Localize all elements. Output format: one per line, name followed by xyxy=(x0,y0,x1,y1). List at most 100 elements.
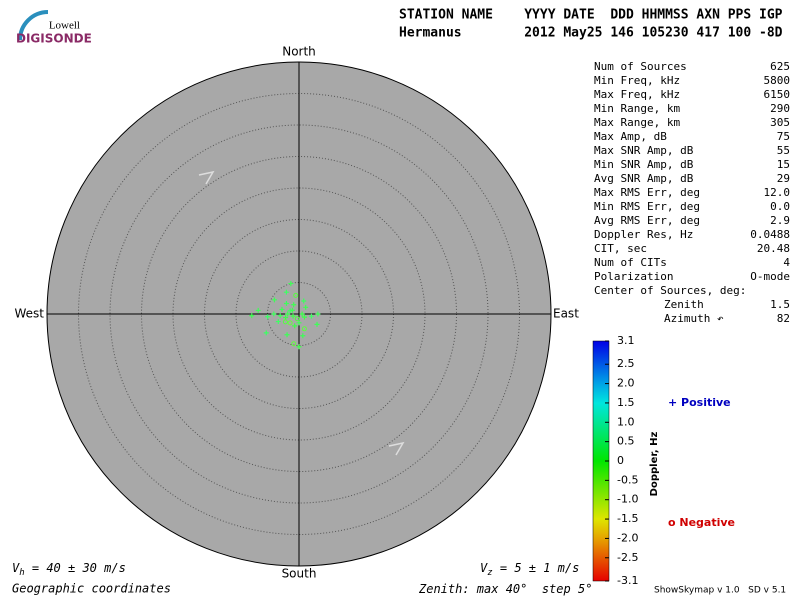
stat-value: 29 xyxy=(777,172,790,185)
source-point xyxy=(315,311,321,317)
stat-label: Polarization xyxy=(594,270,673,283)
stat-value: 75 xyxy=(777,130,790,143)
logo-top: Lowell xyxy=(49,20,80,32)
stat-label: Max RMS Err, deg xyxy=(594,186,700,199)
source-point xyxy=(277,313,283,319)
source-point xyxy=(294,316,300,322)
east-label: East xyxy=(553,307,579,321)
source-point xyxy=(296,344,302,350)
colorbar-tick-label: 1.5 xyxy=(617,396,635,409)
legend-positive: + Positive xyxy=(668,396,731,409)
stat-value: 55 xyxy=(777,144,790,157)
stat-label: Doppler Res, Hz xyxy=(594,228,693,241)
header-columns: STATION NAME YYYY DATE DDD HHMMSS AXN PP… xyxy=(399,8,783,23)
source-point xyxy=(263,330,269,336)
version-text: ShowSkymap v 1.0 SD v 5.1 xyxy=(654,586,786,596)
arrow-mark xyxy=(388,441,405,456)
stat-value: 4 xyxy=(783,256,790,269)
zenith-text: Zenith: max 40° step 5° xyxy=(418,582,592,596)
north-label: North xyxy=(282,45,316,59)
source-point xyxy=(275,319,281,325)
coords-text: Geographic coordinates xyxy=(12,582,171,596)
stat-label: Min SNR Amp, dB xyxy=(594,158,694,171)
source-point xyxy=(296,320,302,326)
stat-value: 82 xyxy=(777,312,790,325)
source-point xyxy=(299,311,305,317)
stat-value: 20.48 xyxy=(757,242,790,255)
colorbar-label: Doppler, Hz xyxy=(649,432,660,497)
source-point xyxy=(271,311,277,317)
colorbar-tick-label: -1.0 xyxy=(617,493,638,506)
source-point xyxy=(265,314,271,320)
source-point xyxy=(301,326,307,332)
legend-negative: o Negative xyxy=(668,516,735,529)
stat-value: 625 xyxy=(770,60,790,73)
source-point xyxy=(283,300,289,306)
colorbar-tick-label: -0.5 xyxy=(617,473,638,486)
stat-label: Avg RMS Err, deg xyxy=(594,214,700,227)
colorbar-tick-label: 0 xyxy=(617,454,624,467)
source-point xyxy=(285,311,291,317)
stat-value: 305 xyxy=(770,116,790,129)
stat-label: Max SNR Amp, dB xyxy=(594,144,694,157)
stat-label: Min RMS Err, deg xyxy=(594,200,700,213)
stat-value: 6150 xyxy=(764,88,791,101)
colorbar-tick-label: 2.5 xyxy=(617,357,635,370)
stat-label: Min Range, km xyxy=(594,102,680,115)
source-point xyxy=(292,323,298,329)
header-values: Hermanus 2012 May25 146 105230 417 100 -… xyxy=(399,26,783,41)
source-point xyxy=(288,281,294,287)
source-point xyxy=(303,304,309,310)
colorbar-tick-label: 0.5 xyxy=(617,435,635,448)
vh-text: Vh = 40 ± 30 m/s xyxy=(12,561,126,578)
source-point xyxy=(249,313,255,319)
source-point xyxy=(291,302,297,308)
source-point xyxy=(283,315,289,321)
colorbar-tick-label: -2.0 xyxy=(617,531,638,544)
center-title: Center of Sources, deg: xyxy=(594,284,746,297)
stat-label: Max Amp, dB xyxy=(594,130,667,143)
stat-label: Min Freq, kHz xyxy=(594,74,680,87)
source-point xyxy=(284,332,290,338)
stat-value: O-mode xyxy=(750,270,790,283)
colorbar-tick-label: 3.1 xyxy=(617,334,635,347)
stat-value: 0.0 xyxy=(770,200,790,213)
stat-value: 290 xyxy=(770,102,790,115)
source-point xyxy=(271,297,277,303)
stat-label: Zenith xyxy=(664,298,704,311)
stat-value: 2.9 xyxy=(770,214,790,227)
colorbar-tick-label: 1.0 xyxy=(617,415,635,428)
stat-label: Azimuth ↶ xyxy=(664,312,724,325)
stat-value: 1.5 xyxy=(770,298,790,311)
source-point xyxy=(314,321,320,327)
stat-value: 12.0 xyxy=(764,186,791,199)
source-point xyxy=(282,319,288,325)
stat-label: Max Freq, kHz xyxy=(594,88,680,101)
source-point xyxy=(287,320,293,326)
stat-value: 15 xyxy=(777,158,790,171)
source-point xyxy=(279,306,285,312)
source-point xyxy=(283,289,289,295)
arrow-mark xyxy=(198,170,215,185)
colorbar-tick-label: -3.1 xyxy=(617,574,638,587)
source-point xyxy=(300,333,306,339)
colorbar-tick-label: 2.0 xyxy=(617,377,635,390)
colorbar-tick-label: -2.5 xyxy=(617,551,638,564)
source-point xyxy=(289,307,295,313)
south-label: South xyxy=(282,567,317,581)
source-point xyxy=(301,314,307,320)
stat-label: Num of Sources xyxy=(594,60,687,73)
stat-label: Max Range, km xyxy=(594,116,680,129)
stat-value: 0.0488 xyxy=(750,228,790,241)
vz-text: Vz = 5 ± 1 m/s xyxy=(480,561,579,578)
source-point xyxy=(308,313,314,319)
source-point xyxy=(293,292,299,298)
stat-label: CIT, sec xyxy=(594,242,647,255)
source-point xyxy=(290,313,296,319)
source-point xyxy=(301,298,307,304)
source-point xyxy=(291,341,297,347)
source-point xyxy=(255,307,261,313)
stat-label: Num of CITs xyxy=(594,256,667,269)
logo-swoosh xyxy=(18,10,49,41)
